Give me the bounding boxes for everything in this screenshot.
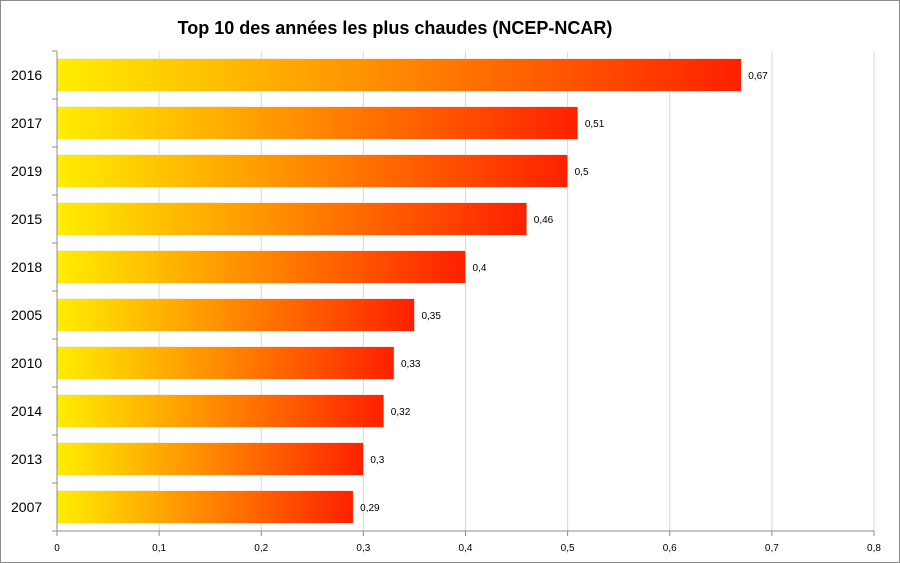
value-label-2014: 0,32	[391, 407, 411, 418]
x-tick-label-4: 0,4	[459, 543, 473, 554]
bar-2019	[56, 154, 568, 188]
category-label-2007: 2007	[11, 499, 42, 515]
x-tick-label-7: 0,7	[765, 543, 779, 554]
x-tick-label-0: 0	[54, 543, 60, 554]
x-tick-label-8: 0,8	[867, 543, 881, 554]
category-label-2017: 2017	[11, 115, 42, 131]
value-label-2007: 0,29	[360, 503, 380, 514]
x-tick-label-2: 0,2	[254, 543, 268, 554]
category-label-2019: 2019	[11, 163, 42, 179]
x-tick-label-1: 0,1	[152, 543, 166, 554]
value-label-2019: 0,5	[575, 167, 589, 178]
chart-title: Top 10 des années les plus chaudes (NCEP…	[177, 18, 613, 38]
x-tick-label-3: 0,3	[356, 543, 370, 554]
value-label-2005: 0,35	[421, 311, 441, 322]
category-label-2010: 2010	[11, 355, 42, 371]
category-label-2015: 2015	[11, 211, 42, 227]
value-label-2010: 0,33	[401, 359, 421, 370]
bar-2017	[56, 106, 579, 140]
category-label-2018: 2018	[11, 259, 42, 275]
category-label-2016: 2016	[11, 67, 42, 83]
bar-2018	[56, 250, 466, 284]
bar-2014	[56, 394, 385, 428]
bar-2013	[56, 442, 364, 476]
value-label-2013: 0,3	[370, 455, 384, 466]
value-label-2015: 0,46	[534, 215, 554, 226]
value-label-2016: 0,67	[748, 71, 768, 82]
bar-2005	[56, 298, 415, 332]
value-label-2017: 0,51	[585, 119, 605, 130]
bar-2015	[56, 202, 528, 236]
value-label-2018: 0,4	[473, 263, 487, 274]
category-label-2013: 2013	[11, 451, 42, 467]
x-tick-label-6: 0,6	[663, 543, 677, 554]
bar-2010	[56, 346, 395, 380]
x-tick-label-5: 0,5	[561, 543, 575, 554]
bar-2007	[56, 490, 354, 524]
category-label-2005: 2005	[11, 307, 42, 323]
category-label-2014: 2014	[11, 403, 42, 419]
bar-2016	[56, 58, 742, 92]
